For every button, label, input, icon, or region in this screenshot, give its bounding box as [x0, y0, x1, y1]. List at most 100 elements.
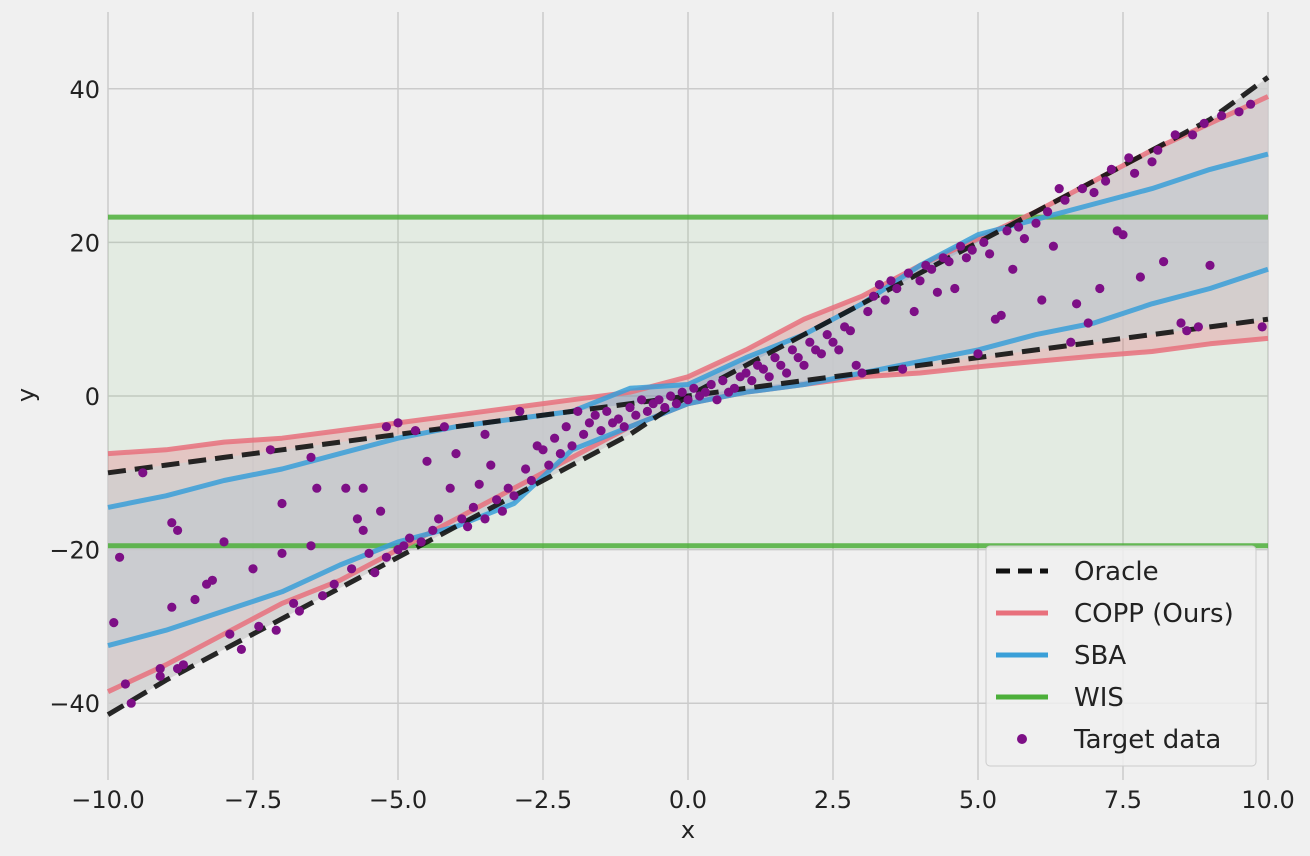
target-point — [347, 564, 357, 574]
target-point — [120, 679, 130, 689]
x-tick-label: −2.5 — [514, 786, 572, 814]
target-point — [718, 376, 728, 386]
target-point — [1130, 168, 1140, 178]
target-point — [677, 387, 687, 397]
target-point — [625, 402, 635, 413]
target-point — [1002, 226, 1012, 236]
target-point — [956, 241, 966, 251]
target-point — [666, 391, 676, 401]
x-tick-label: 5.0 — [959, 786, 997, 814]
target-point — [793, 353, 803, 363]
target-point — [805, 337, 815, 347]
target-point — [1037, 295, 1047, 305]
target-point — [915, 276, 925, 286]
x-tick-label: 7.5 — [1104, 786, 1142, 814]
target-point — [909, 306, 919, 317]
target-point — [654, 395, 664, 405]
target-point — [979, 237, 989, 247]
target-point — [109, 618, 119, 628]
legend-box — [985, 545, 1257, 767]
target-point — [770, 353, 780, 363]
target-point — [706, 379, 716, 390]
target-point — [671, 399, 682, 409]
target-point — [550, 433, 560, 443]
target-point — [851, 360, 861, 370]
target-point — [950, 283, 960, 294]
target-point — [596, 426, 606, 436]
target-point — [567, 441, 577, 451]
target-point — [422, 456, 432, 466]
target-point — [1048, 241, 1058, 251]
target-point — [381, 422, 391, 432]
target-point — [660, 402, 670, 413]
target-point — [155, 664, 165, 674]
target-point — [1118, 230, 1128, 240]
target-point — [405, 533, 415, 543]
target-point — [967, 245, 977, 255]
target-point — [1135, 272, 1145, 282]
target-point — [358, 483, 368, 493]
y-axis-label: y — [12, 388, 40, 402]
target-point — [602, 406, 612, 416]
legend-target-label: Target data — [1073, 725, 1221, 755]
target-point — [1060, 195, 1070, 205]
target-point — [584, 418, 595, 428]
target-point — [277, 548, 287, 559]
target-point — [190, 594, 200, 605]
target-point — [463, 522, 473, 532]
target-point — [764, 372, 774, 382]
y-tick-label: −40 — [49, 690, 100, 718]
target-point — [410, 426, 420, 436]
target-point — [393, 418, 403, 428]
target-point — [1159, 257, 1169, 267]
target-point — [1182, 326, 1192, 336]
target-point — [944, 257, 954, 267]
target-point — [341, 483, 351, 493]
target-point — [985, 249, 995, 259]
target-point — [747, 376, 757, 386]
x-tick-label: 2.5 — [814, 786, 852, 814]
target-point — [1014, 222, 1024, 232]
target-point — [486, 460, 496, 470]
target-point — [312, 483, 322, 493]
target-point — [225, 629, 235, 639]
target-point — [358, 525, 368, 536]
copp-upper-line — [107, 94, 1270, 457]
target-point — [857, 368, 867, 378]
target-point — [1188, 130, 1198, 140]
target-point — [822, 330, 832, 340]
target-point — [961, 253, 972, 263]
target-point — [271, 625, 281, 635]
x-tick-label: 0.0 — [669, 786, 707, 814]
target-point — [869, 291, 879, 301]
target-point — [515, 406, 525, 416]
target-point — [799, 360, 809, 370]
target-point — [306, 541, 316, 551]
target-point — [492, 495, 502, 505]
target-point — [544, 460, 554, 470]
target-point — [573, 406, 583, 416]
target-point — [236, 644, 246, 655]
target-point — [590, 410, 600, 420]
target-point — [758, 364, 769, 374]
target-point — [880, 295, 890, 305]
target-point — [828, 337, 838, 347]
target-point — [1153, 145, 1163, 155]
target-point — [892, 283, 902, 294]
target-point — [538, 445, 548, 455]
target-point — [816, 349, 827, 359]
x-tick-label: −10.0 — [71, 786, 145, 814]
target-point — [329, 579, 339, 589]
target-point — [561, 422, 571, 432]
target-point — [1043, 207, 1053, 217]
oracle-upper-line — [107, 75, 1270, 476]
legend-sba-label: SBA — [1074, 641, 1126, 671]
target-point — [376, 506, 386, 516]
target-point — [167, 602, 177, 612]
target-point — [155, 671, 165, 681]
target-point — [439, 422, 449, 432]
target-point — [1147, 157, 1157, 167]
target-point — [1019, 234, 1029, 244]
target-point — [898, 364, 908, 374]
